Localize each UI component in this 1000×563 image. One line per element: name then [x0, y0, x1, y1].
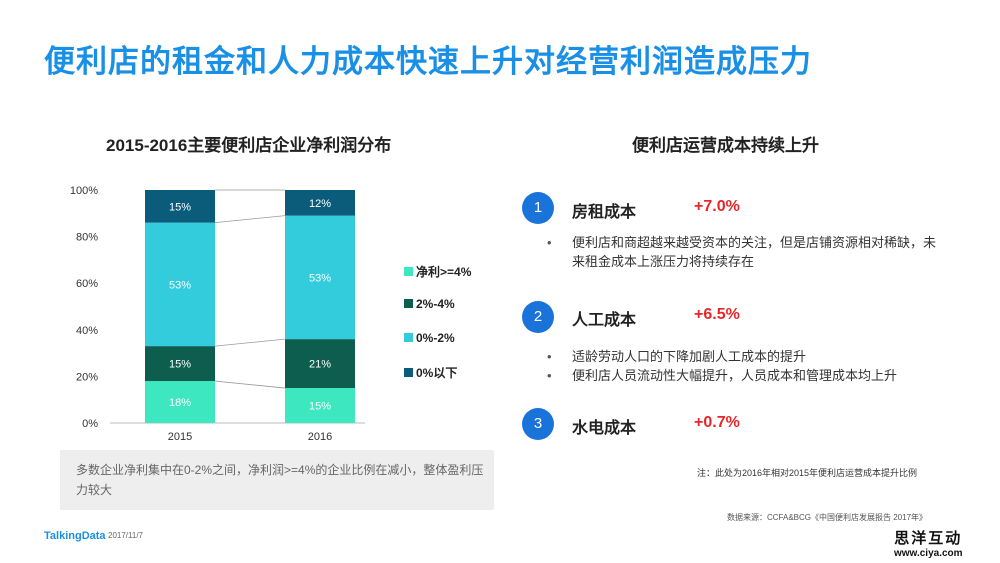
- bullet-item: 便利店和商超越来越受资本的关注，但是店铺资源相对稀缺，未来租金成本上涨压力将持续…: [545, 233, 945, 271]
- data-label: 15%: [309, 401, 331, 413]
- y-tick-label: 0%: [82, 418, 98, 430]
- cost-label-utilities: 水电成本: [572, 420, 637, 437]
- brand-logo: TalkingData: [44, 530, 106, 542]
- data-label: 53%: [309, 272, 331, 284]
- legend-swatch: [404, 333, 413, 342]
- y-tick-label: 60%: [76, 278, 98, 290]
- bar-segment: [145, 222, 215, 347]
- cost-bullets-rent: 便利店和商超越来越受资本的关注，但是店铺资源相对稀缺，未来租金成本上涨压力将持续…: [545, 233, 945, 271]
- bar-segment: [145, 190, 215, 223]
- footnote: 注：此处为2016年相对2015年便利店运营成本提升比例: [697, 468, 918, 478]
- watermark: 思洋互动 www.ciya.com: [894, 527, 963, 559]
- cost-label-labor: 人工成本: [572, 312, 637, 329]
- connector-line: [214, 380, 286, 389]
- legend-item: 0%-2%: [404, 331, 455, 345]
- data-label: 18%: [169, 397, 191, 409]
- cost-label-rent: 房租成本: [572, 204, 637, 221]
- cost-number-badge-3: 3: [522, 408, 554, 440]
- bullet-item: 适龄劳动人口的下降加剧人工成本的提升: [545, 347, 965, 366]
- bar-segment: [145, 346, 215, 382]
- cost-bullets-labor: 适龄劳动人口的下降加剧人工成本的提升 便利店人员流动性大幅提升，人员成本和管理成…: [545, 347, 965, 385]
- y-tick-label: 100%: [70, 185, 98, 197]
- bar-segment: [145, 381, 215, 423]
- data-label: 12%: [309, 198, 331, 210]
- cost-value-utilities: +0.7%: [694, 414, 740, 431]
- legend-swatch: [404, 299, 413, 308]
- data-source: 数据来源：CCFA&BCG《中国便利店发展报告 2017年》: [727, 513, 928, 522]
- legend-label: 净利>=4%: [416, 265, 472, 279]
- chart-note: 多数企业净利集中在0-2%之间，净利润>=4%的企业比例在减小，整体盈利压力较大: [76, 463, 484, 497]
- bullet-item: 便利店人员流动性大幅提升，人员成本和管理成本均上升: [545, 366, 965, 385]
- footer-date: 2017/11/7: [108, 531, 143, 540]
- cost-number-badge-2: 2: [522, 301, 554, 333]
- legend-label: 2%-4%: [416, 297, 455, 311]
- data-label: 21%: [309, 359, 331, 371]
- bar-segment: [285, 339, 355, 389]
- data-label: 53%: [169, 279, 191, 291]
- y-tick-label: 80%: [76, 232, 98, 244]
- x-tick-label: 2016: [308, 431, 332, 443]
- legend-item: 净利>=4%: [404, 263, 471, 280]
- watermark-text: 思洋互动: [894, 529, 963, 547]
- legend-item: 2%-4%: [404, 297, 455, 311]
- data-label: 15%: [169, 201, 191, 213]
- chart-note-box: [60, 450, 494, 510]
- cost-value-labor: +6.5%: [694, 306, 740, 323]
- stacked-bar-chart: 0% 20% 40% 60% 80% 100% 18% 15% 53% 15% 2015 15% 21%…: [70, 185, 365, 443]
- bar-segment: [285, 190, 355, 216]
- page-title: 便利店的租金和人力成本快速上升对经营利润造成压力: [44, 44, 812, 79]
- bar-segment: [285, 215, 355, 340]
- watermark-url: www.ciya.com: [894, 548, 963, 559]
- cost-section-title: 便利店运营成本持续上升: [632, 136, 819, 155]
- y-tick-label: 20%: [76, 371, 98, 383]
- data-label: 15%: [169, 359, 191, 371]
- legend-swatch: [404, 368, 413, 377]
- cost-number-badge-1: 1: [522, 192, 554, 224]
- legend-swatch: [404, 267, 413, 276]
- cost-value-rent: +7.0%: [694, 198, 740, 215]
- connector-line: [214, 338, 286, 347]
- legend-item: 0%以下: [404, 364, 457, 381]
- legend-label: 0%以下: [416, 366, 458, 380]
- legend-label: 0%-2%: [416, 331, 455, 345]
- bar-segment: [285, 388, 355, 423]
- connector-line: [214, 215, 286, 224]
- y-tick-label: 40%: [76, 325, 98, 337]
- x-tick-label: 2015: [168, 431, 192, 443]
- chart-title: 2015-2016主要便利店企业净利润分布: [106, 136, 392, 155]
